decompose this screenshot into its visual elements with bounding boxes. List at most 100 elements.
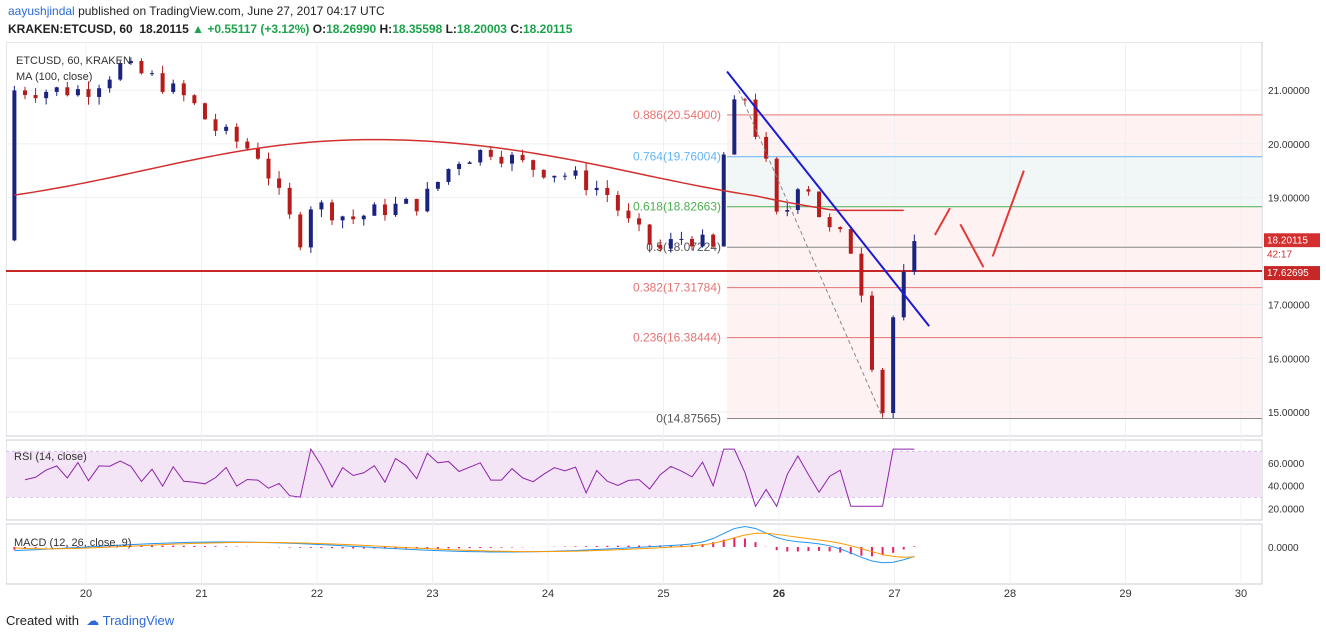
candle-body (668, 239, 673, 249)
candle-body (764, 136, 769, 159)
fib-retracement[interactable]: 0.886(20.54000) 0.764(19.76004) 0.618(18.8… (633, 108, 1262, 426)
candle-body (351, 216, 356, 220)
candle-body (584, 170, 589, 191)
author-link[interactable]: aayushjindal (8, 4, 75, 18)
candle-body (213, 119, 218, 131)
candle-body (594, 187, 599, 191)
tradingview-link[interactable]: TradingView (102, 613, 175, 628)
candle-body (499, 156, 504, 164)
published-text: published on TradingView.com, June 27, 2… (78, 4, 385, 18)
candle-body (658, 244, 663, 249)
fib-anchor-line (738, 90, 884, 419)
candle-body (869, 295, 874, 370)
time-axis[interactable]: 20 21 22 23 24 25 26 27 28 29 30 (80, 588, 1247, 600)
rsi-tick: 20.0000 (1268, 505, 1305, 516)
candle-body (128, 60, 133, 64)
candle-body (266, 158, 271, 179)
candle-body (541, 169, 546, 178)
symbol-label: KRAKEN:ETCUSD, 60 (8, 22, 133, 36)
low-value: 18.20003 (456, 22, 507, 36)
change-value: +0.55117 (+3.12%) (207, 22, 310, 36)
candle-body (340, 216, 345, 221)
projection-arrows (934, 170, 1025, 268)
candle-body (605, 187, 610, 196)
rsi-band (6, 451, 1262, 498)
candle-body (520, 154, 525, 161)
candle-body (827, 217, 832, 228)
candle-body (330, 202, 335, 221)
candle-body (848, 229, 853, 254)
candle-body (414, 198, 419, 212)
ma-legend: MA (100, close) (16, 71, 92, 83)
price-axis[interactable]: 21.00000 20.00000 19.00000 17.00000 16.00000… (1268, 86, 1310, 554)
macd-line (14, 525, 915, 564)
candle-body (795, 189, 800, 211)
candle-body (806, 189, 811, 192)
candle-body (33, 95, 38, 99)
candle-body (510, 154, 515, 164)
time-tick: 25 (657, 588, 669, 600)
candle-body (552, 175, 557, 178)
candle-body (160, 73, 165, 92)
price-tick: 15.00000 (1268, 408, 1310, 419)
candle-body (721, 154, 726, 247)
candle-body (65, 87, 70, 96)
symbol-legend: ETCUSD, 60, KRAKEN (16, 55, 131, 67)
candle-body (700, 234, 705, 247)
candle-body (97, 88, 102, 97)
tradingview-cloud-icon: ☁ (82, 613, 100, 628)
signal-line (14, 532, 915, 558)
price-tick: 17.00000 (1268, 301, 1310, 312)
ma-100-line (14, 138, 904, 212)
open-value: 18.26990 (326, 22, 377, 36)
projection-arrow (991, 170, 1025, 257)
candle-body (224, 126, 229, 131)
candle-body (192, 95, 197, 104)
candle-body (711, 234, 716, 247)
macd-tick: 0.0000 (1268, 543, 1299, 554)
candle-body (626, 210, 631, 219)
candle-body (435, 181, 440, 189)
time-tick: 21 (195, 588, 207, 600)
candle-body (689, 238, 694, 247)
fib-zone-upper (727, 156, 1262, 207)
candle-body (107, 79, 112, 89)
candle-body (785, 210, 790, 212)
rsi-tick: 60.0000 (1268, 459, 1305, 470)
price-tick: 19.00000 (1268, 193, 1310, 204)
chart-area[interactable]: 0.886(20.54000) 0.764(19.76004) 0.618(18.8… (5, 41, 1320, 602)
last-price-tag-text: 18.20115 (1267, 235, 1308, 246)
candle-body (637, 218, 642, 225)
candle-body (615, 195, 620, 211)
time-tick: 22 (311, 588, 323, 600)
support-price-tag (1264, 266, 1320, 281)
candle-body (118, 63, 123, 80)
candle-body (404, 198, 409, 204)
candle-body (393, 203, 398, 216)
candle-body (277, 178, 282, 188)
fib-level-label: 0.618(18.82663) (633, 200, 721, 214)
fib-level-label: 0.382(17.31784) (633, 281, 721, 295)
rsi-tick: 40.0000 (1268, 482, 1305, 493)
price-chart[interactable]: 0.886(20.54000) 0.764(19.76004) 0.618(18.8… (5, 41, 1320, 602)
candle-body (54, 87, 59, 92)
candle-body (573, 170, 578, 176)
candle-body (139, 60, 144, 74)
candle-body (679, 238, 684, 240)
bearish-trend-line[interactable] (726, 70, 930, 327)
fib-level-label: 0(14.87565) (656, 412, 721, 426)
candle-body (531, 160, 536, 170)
candle-body (245, 141, 250, 149)
candle-body (425, 188, 430, 212)
candle-body (12, 90, 17, 241)
candle-body (446, 168, 451, 182)
last-price-tag (1264, 233, 1320, 248)
last-price: 18.20115 (139, 22, 189, 36)
macd-pane (5, 523, 1263, 585)
candle-body (372, 204, 377, 216)
candle-body (308, 209, 313, 248)
candle-body (234, 126, 239, 142)
projection-arrow (959, 223, 985, 268)
candle-body (912, 241, 917, 272)
projection-arrow (934, 207, 951, 236)
